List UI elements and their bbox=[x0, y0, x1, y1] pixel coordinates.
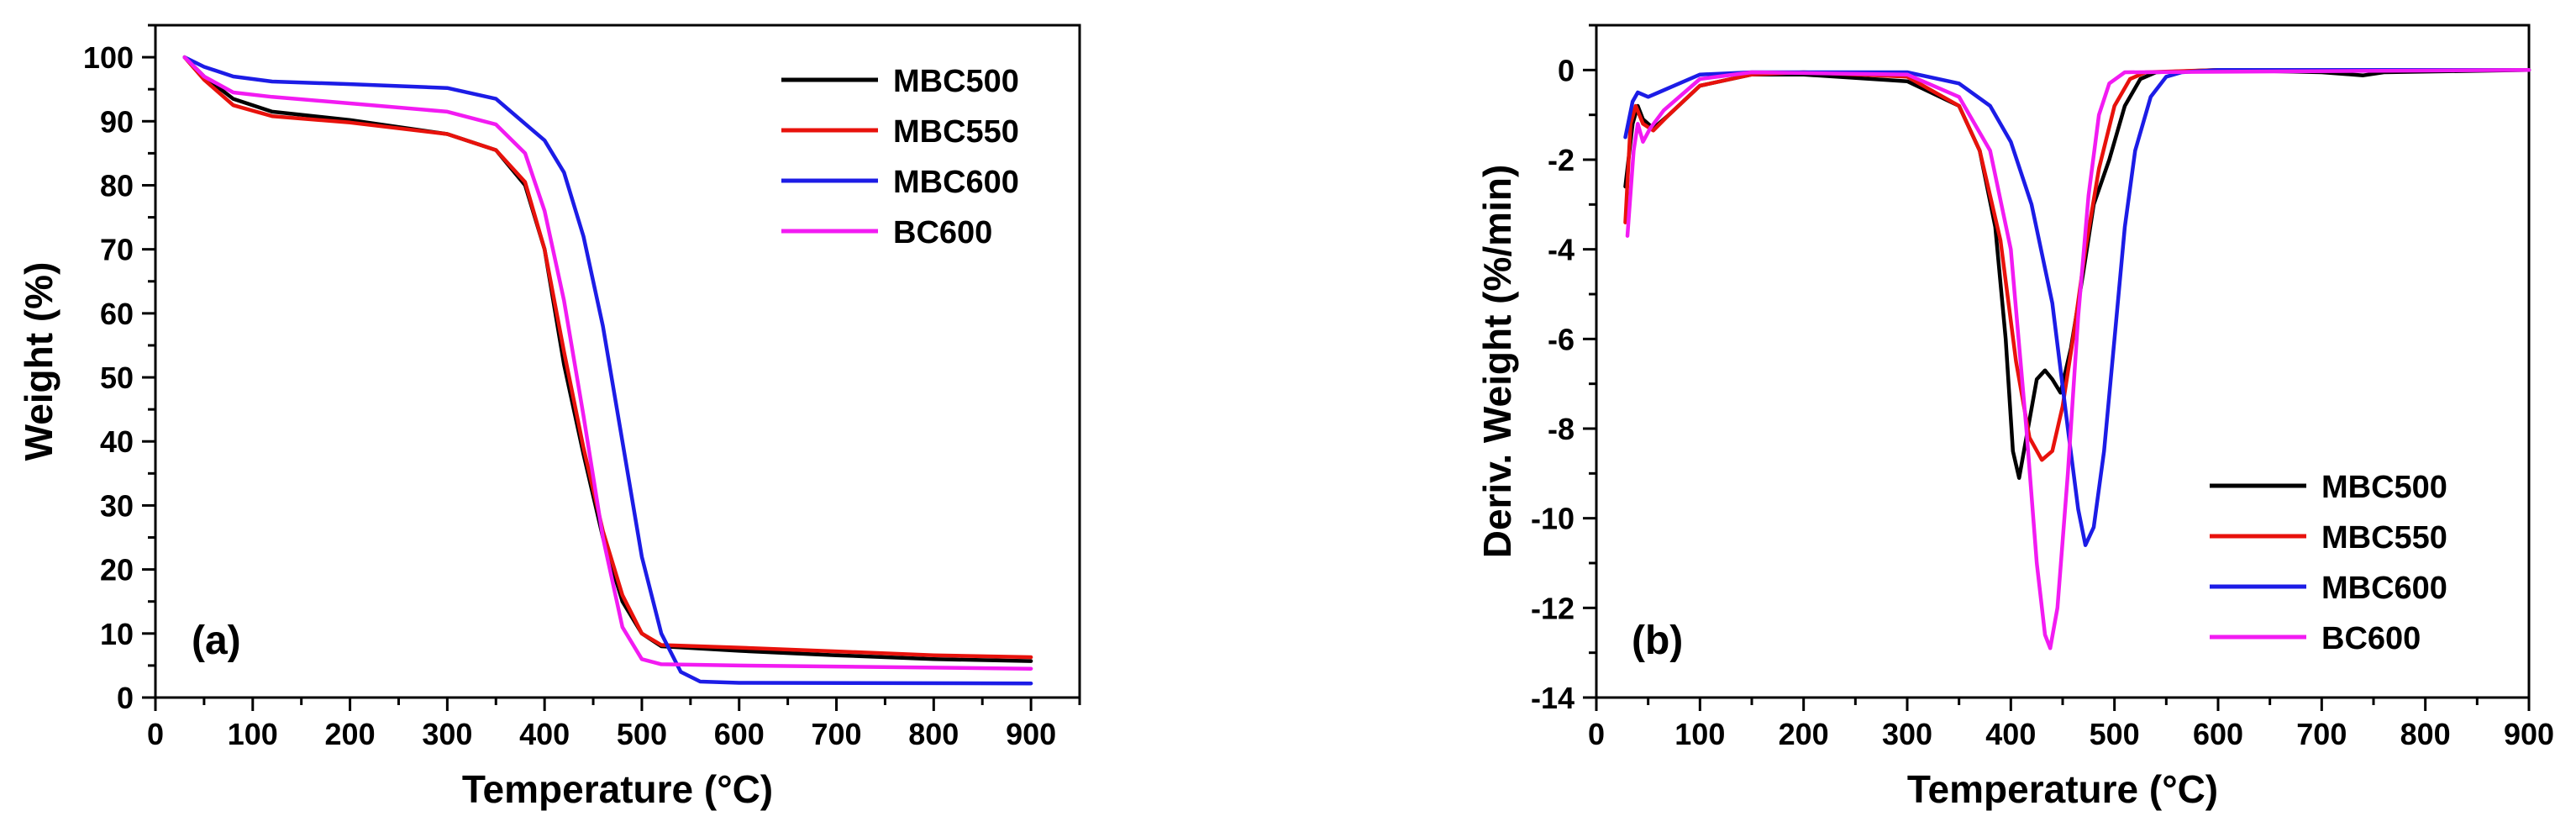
chart-a-x-tick-label: 600 bbox=[714, 717, 765, 751]
chart-a-x-tick-label: 200 bbox=[325, 717, 376, 751]
chart-a-x-tick-label: 300 bbox=[422, 717, 472, 751]
chart-a-series-bc600-line bbox=[182, 55, 1033, 671]
chart-b-x-tick-label: 300 bbox=[1882, 717, 1932, 751]
chart-b-marks: 0 100 200 300 400 500 600 700 800 900 -14 -12 -10 -8 -… bbox=[1531, 24, 2554, 751]
chart-b-x-tick-label: 800 bbox=[2400, 717, 2451, 751]
chart-b-legend-label-mbc500: MBC500 bbox=[2321, 470, 2447, 505]
chart-a-panel-label: (a) bbox=[192, 619, 241, 663]
chart-b-x-tick-label: 0 bbox=[1588, 717, 1605, 751]
chart-a-y-tick-label: 100 bbox=[83, 40, 134, 75]
chart-a-y-tick-label: 30 bbox=[100, 488, 134, 523]
chart-a-series-mbc500-line bbox=[182, 55, 1033, 663]
chart-b-y-tick-label: -12 bbox=[1531, 591, 1575, 625]
chart-a-legend-label-mbc500: MBC500 bbox=[893, 64, 1019, 99]
chart-b-legend-label-mbc550: MBC550 bbox=[2321, 520, 2447, 556]
chart-a-legend-label-mbc600: MBC600 bbox=[893, 165, 1019, 200]
chart-a-y-tick-label: 0 bbox=[117, 681, 134, 715]
chart-b-x-tick-label: 500 bbox=[2090, 717, 2140, 751]
chart-b-y-tick-label: -10 bbox=[1531, 502, 1575, 536]
chart-a-x-tick-label: 100 bbox=[228, 717, 278, 751]
chart-a-x-tick-label: 0 bbox=[147, 717, 164, 751]
chart-b-y-axis-title: Deriv. Weight (%/min) bbox=[1475, 165, 1519, 559]
chart-a-legend-label-bc600: BC600 bbox=[893, 215, 992, 250]
chart-a-y-tick-label: 50 bbox=[100, 361, 134, 395]
chart-a-series-mbc550-line bbox=[182, 55, 1033, 660]
chart-b-x-tick-label: 700 bbox=[2296, 717, 2347, 751]
chart-a-x-tick-label: 500 bbox=[617, 717, 667, 751]
chart-b-x-tick-label: 400 bbox=[1985, 717, 2036, 751]
chart-panel-b: 0 100 200 300 400 500 600 700 800 900 -14 -12 -10 -8 -… bbox=[1475, 24, 2554, 811]
chart-b-x-tick-label: 100 bbox=[1674, 717, 1725, 751]
chart-b-y-tick-label: -4 bbox=[1548, 233, 1575, 267]
chart-b-x-axis-title: Temperature (°C) bbox=[1907, 767, 2218, 811]
chart-b-y-tick-label: 0 bbox=[1558, 53, 1575, 87]
chart-b-legend-label-bc600: BC600 bbox=[2321, 621, 2421, 656]
chart-b-series-mbc600-line bbox=[1623, 68, 2531, 547]
chart-b-y-tick-label: -14 bbox=[1531, 681, 1575, 715]
chart-a-y-tick-label: 80 bbox=[100, 168, 134, 203]
chart-a-y-tick-label: 10 bbox=[100, 617, 134, 651]
chart-b-panel-label: (b) bbox=[1632, 619, 1683, 663]
chart-a-y-tick-label: 60 bbox=[100, 297, 134, 331]
chart-a-y-tick-label: 70 bbox=[100, 233, 134, 267]
chart-b-series-mbc500-line bbox=[1623, 68, 2531, 480]
chart-b-y-tick-label: -2 bbox=[1548, 143, 1575, 177]
chart-a-x-tick-label: 700 bbox=[811, 717, 861, 751]
chart-a-x-axis-title: Temperature (°C) bbox=[462, 767, 773, 811]
chart-a-legend-label-mbc550: MBC550 bbox=[893, 114, 1019, 150]
chart-b-x-tick-label: 200 bbox=[1779, 717, 1829, 751]
chart-a-y-axis-title: Weight (%) bbox=[17, 262, 60, 461]
chart-a-y-tick-label: 90 bbox=[100, 104, 134, 139]
chart-b-x-tick-label: 600 bbox=[2193, 717, 2243, 751]
chart-b-y-tick-label: -6 bbox=[1548, 322, 1575, 356]
chart-b-y-tick-label: -8 bbox=[1548, 412, 1575, 446]
chart-a-plot-frame bbox=[154, 24, 1081, 699]
chart-a-x-tick-label: 800 bbox=[908, 717, 959, 751]
chart-a-marks: 0 100 200 300 400 500 600 700 800 900 0 10 20 30 40 50 6… bbox=[83, 24, 1081, 751]
chart-a-series-mbc600-line bbox=[182, 55, 1033, 686]
chart-a-x-tick-label: 400 bbox=[519, 717, 570, 751]
chart-b-series-mbc550-line bbox=[1623, 68, 2531, 462]
chart-b-series-bc600-line bbox=[1625, 68, 2531, 650]
chart-b-legend-label-mbc600: MBC600 bbox=[2321, 571, 2447, 606]
chart-a-x-tick-label: 900 bbox=[1006, 717, 1056, 751]
chart-a-y-tick-label: 40 bbox=[100, 424, 134, 459]
chart-b-x-tick-label: 900 bbox=[2504, 717, 2554, 751]
chart-a-y-tick-label: 20 bbox=[100, 553, 134, 587]
chart-panel-a: 0 100 200 300 400 500 600 700 800 900 0 10 20 30 40 50 6… bbox=[17, 24, 1081, 811]
